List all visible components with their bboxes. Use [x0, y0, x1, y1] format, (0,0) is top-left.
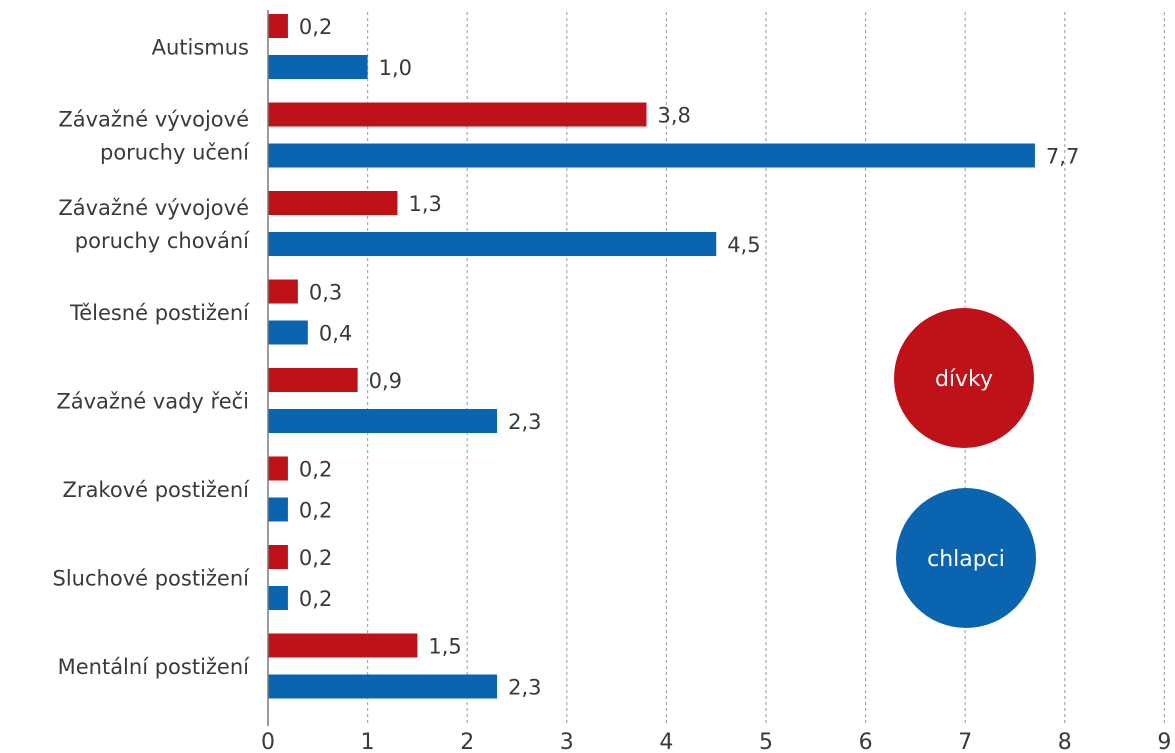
data-label: 0,4	[319, 322, 352, 346]
category-label: Závažné vývojové	[58, 196, 249, 220]
bar-divky	[268, 368, 358, 392]
category-label: Tělesné postižení	[69, 301, 250, 325]
bar-chlapci	[268, 320, 308, 345]
category-label: Závažné vývojové	[58, 108, 249, 132]
bar-divky	[268, 456, 288, 481]
legend-label: chlapci	[927, 547, 1005, 572]
bar-chlapci	[268, 232, 717, 256]
bar-chlapci	[268, 586, 288, 610]
data-label: 0,2	[299, 587, 332, 611]
bar-chlapci	[268, 143, 1035, 168]
category-label: Zrakové postižení	[63, 478, 251, 502]
data-label: 1,3	[408, 192, 441, 216]
category-label: Autismus	[152, 36, 249, 60]
data-label: 0,2	[299, 458, 332, 482]
bar-chlapci	[268, 674, 498, 699]
data-label: 2,3	[508, 676, 541, 700]
bar-divky	[268, 633, 418, 658]
legend: dívky chlapci	[894, 308, 1036, 628]
data-label: 0,2	[299, 546, 332, 570]
x-tick-label: 9	[1157, 730, 1171, 753]
x-tick-label: 7	[958, 730, 972, 753]
data-label: 0,3	[309, 281, 342, 305]
bar-divky	[268, 191, 398, 215]
data-label: 1,5	[428, 635, 461, 659]
bar-chlapci	[268, 55, 368, 79]
category-label: Sluchové postižení	[53, 567, 251, 591]
data-label: 0,9	[369, 369, 402, 393]
x-tick-label: 8	[1058, 730, 1072, 753]
x-axis-ticks: 0 1 2 3 4 5 6 7 8 9	[261, 730, 1171, 753]
data-label: 7,7	[1046, 145, 1079, 169]
legend-marker	[896, 488, 1036, 628]
data-label: 1,0	[379, 56, 412, 80]
legend-label: dívky	[935, 367, 993, 392]
data-label: 2,3	[508, 410, 541, 434]
bar-chlapci	[268, 409, 498, 433]
bar-chlapci	[268, 497, 288, 522]
x-tick-label: 5	[759, 730, 773, 753]
bars	[268, 14, 1035, 699]
x-tick-label: 4	[659, 730, 673, 753]
bar-divky	[268, 14, 288, 38]
x-tick-label: 1	[361, 730, 375, 753]
data-label: 3,8	[657, 104, 690, 128]
legend-marker	[894, 308, 1034, 448]
x-tick-label: 0	[261, 730, 275, 753]
x-tick-label: 3	[560, 730, 574, 753]
x-tick-label: 6	[859, 730, 873, 753]
data-labels: 0,2 1,0 3,8 7,7 1,3 4,5 0,3 0,4 0,9 2,3 0,2 0,2 0,2 0…	[299, 15, 1079, 700]
bar-divky	[268, 279, 298, 304]
category-label: poruchy chování	[75, 229, 250, 253]
category-label: Závažné vady řeči	[56, 390, 249, 414]
category-label: Mentální postižení	[58, 655, 251, 679]
data-label: 0,2	[299, 15, 332, 39]
x-tick-label: 2	[460, 730, 474, 753]
data-label: 4,5	[727, 233, 760, 257]
data-label: 0,2	[299, 499, 332, 523]
category-labels: Autismus Závažné vývojové poruchy učení Záv…	[53, 36, 251, 680]
category-label: poruchy učení	[100, 141, 250, 165]
bar-divky	[268, 102, 647, 127]
bar-divky	[268, 545, 288, 569]
